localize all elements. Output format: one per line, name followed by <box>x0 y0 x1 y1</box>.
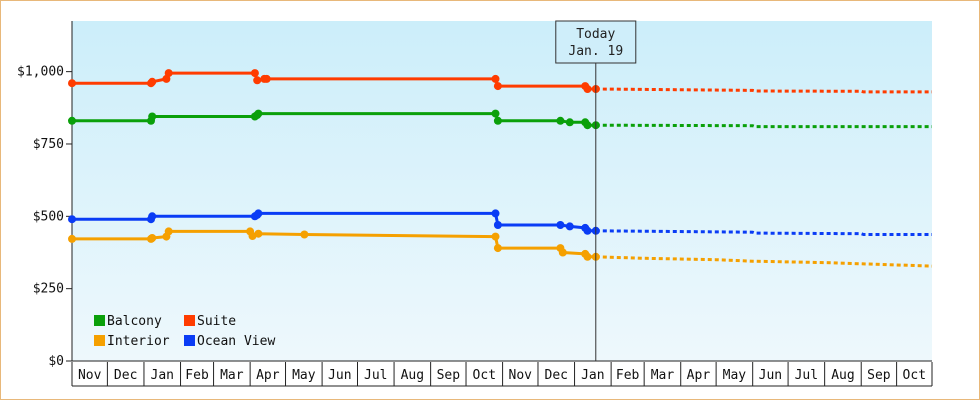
data-point-ocean-view <box>491 209 500 218</box>
series-forecast-suite <box>595 87 932 94</box>
series-ocean-view <box>68 209 932 236</box>
series-interior <box>68 227 933 268</box>
series-line-interior <box>72 229 596 259</box>
data-point-interior <box>583 252 592 261</box>
data-point-ocean-view <box>565 222 574 231</box>
data-point-balcony <box>254 109 263 118</box>
data-point-balcony <box>565 118 574 127</box>
data-point-suite <box>491 74 500 83</box>
data-point-suite <box>164 69 173 78</box>
legend: Balcony Suite Interior Ocean View <box>94 314 275 349</box>
today-label-title: Today <box>576 27 615 42</box>
data-point-balcony <box>583 121 592 130</box>
y-tick-label: $1,000 <box>17 65 64 80</box>
x-month-label: Jun <box>328 368 351 383</box>
x-month-label: Dec <box>114 368 137 383</box>
legend-swatch-balcony <box>94 315 105 326</box>
data-point-interior <box>491 232 500 241</box>
series-layer <box>68 69 933 268</box>
data-point-interior <box>164 227 173 236</box>
x-month-label: May <box>723 368 747 383</box>
x-month-label: Mar <box>651 368 675 383</box>
data-point-balcony <box>491 109 500 118</box>
data-point-ocean-view <box>583 226 592 235</box>
data-point-suite <box>583 85 592 93</box>
x-month-label: Jul <box>364 368 387 383</box>
y-tick-label: $750 <box>33 137 64 152</box>
x-month-label: Mar <box>220 368 244 383</box>
x-month-label: Jan <box>151 368 174 383</box>
data-point-suite <box>493 82 502 91</box>
data-point-interior <box>254 229 263 238</box>
x-month-label: Sep <box>867 368 891 383</box>
x-month-label: Feb <box>616 368 640 383</box>
legend-label-ocean-view: Ocean View <box>197 334 275 349</box>
y-tick-label: $500 <box>33 209 64 224</box>
data-point-suite <box>250 69 259 78</box>
data-point-balcony <box>68 116 76 125</box>
today-label-date: Jan. 19 <box>568 44 623 59</box>
x-month-label: Nov <box>509 368 533 383</box>
legend-label-interior: Interior <box>107 334 170 349</box>
series-balcony <box>68 109 932 130</box>
x-month-label: Feb <box>185 368 209 383</box>
x-month-label: Dec <box>545 368 568 383</box>
series-forecast-ocean-view <box>595 229 932 236</box>
legend-swatch-suite <box>184 315 195 326</box>
data-point-balcony <box>148 112 157 121</box>
data-point-suite <box>262 74 271 83</box>
data-point-suite <box>68 79 76 88</box>
data-point-balcony <box>556 116 565 125</box>
x-month-label: Jun <box>759 368 782 383</box>
x-month-label: Nov <box>78 368 102 383</box>
y-tick-label: $250 <box>33 282 64 297</box>
data-point-ocean-view <box>148 212 157 221</box>
plot-background <box>72 21 932 361</box>
x-axis: Nov Dec Jan Feb Mar Apr May Jun Jul Aug Sep Oct Nov D… <box>71 360 933 387</box>
x-month-label: Aug <box>831 368 854 383</box>
data-point-ocean-view <box>254 209 263 218</box>
x-month-label: May <box>292 368 316 383</box>
data-point-suite <box>148 77 157 86</box>
x-month-label: Apr <box>256 368 280 383</box>
y-axis: $0 $250 $500 $750 $1,000 <box>17 21 73 369</box>
legend-swatch-ocean-view <box>184 335 195 346</box>
data-point-interior <box>148 234 157 242</box>
data-point-suite <box>253 76 262 85</box>
x-month-label: Oct <box>473 368 496 383</box>
data-point-interior <box>558 248 567 257</box>
x-month-label: Jul <box>795 368 818 383</box>
data-point-interior <box>300 230 309 239</box>
x-month-label: Oct <box>903 368 926 383</box>
legend-swatch-interior <box>94 335 105 346</box>
series-suite <box>68 69 932 94</box>
today-label-box <box>555 20 637 64</box>
today-marker: Today Jan. 19 <box>555 20 637 361</box>
legend-label-suite: Suite <box>197 314 236 329</box>
data-point-interior <box>68 234 76 243</box>
y-tick-label: $0 <box>48 354 64 369</box>
data-point-balcony <box>493 116 502 125</box>
data-point-ocean-view <box>493 221 502 229</box>
x-month-label: Sep <box>437 368 461 383</box>
data-point-interior <box>493 244 502 253</box>
series-forecast-interior <box>595 255 933 268</box>
legend-label-balcony: Balcony <box>107 314 162 329</box>
data-point-ocean-view <box>68 215 76 224</box>
data-point-ocean-view <box>556 221 565 229</box>
x-month-label: Apr <box>687 368 711 383</box>
x-month-label: Jan <box>581 368 604 383</box>
series-forecast-balcony <box>595 123 932 129</box>
x-month-label: Aug <box>401 368 424 383</box>
